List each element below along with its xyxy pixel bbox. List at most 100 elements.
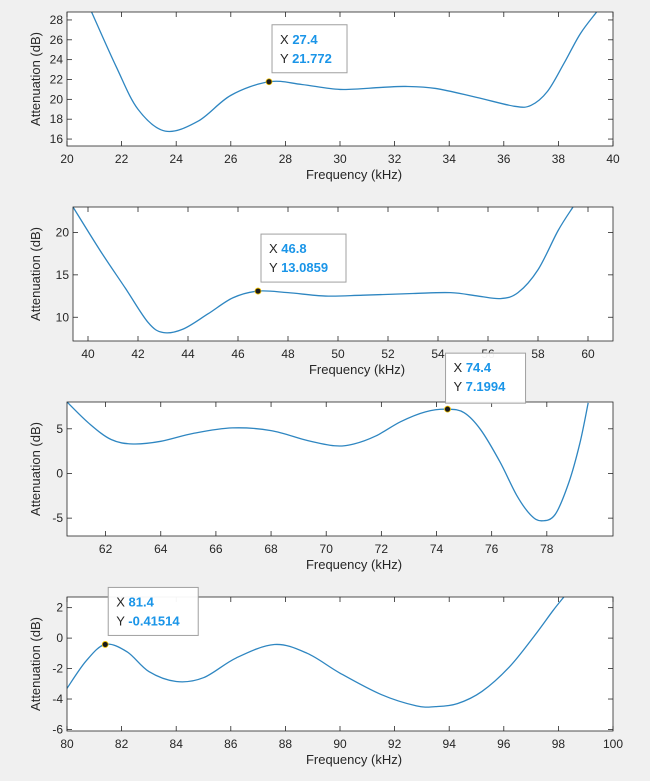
datatip-x-value: 46.8	[281, 241, 306, 256]
datatip-x-key: X	[269, 241, 281, 256]
datatip-x-row: X 74.4	[454, 360, 492, 375]
axes-area	[67, 402, 613, 536]
x-tick-label: 70	[320, 542, 334, 556]
x-tick-label: 94	[443, 737, 457, 751]
x-tick-label: 64	[154, 542, 168, 556]
series-line	[67, 597, 565, 708]
x-axis-label: Frequency (kHz)	[306, 557, 402, 572]
x-tick-label: 28	[279, 152, 293, 166]
datatip-y-row: Y 13.0859	[269, 260, 328, 275]
datatip[interactable]: X 27.4Y 21.772	[265, 24, 348, 86]
y-tick-label: 16	[50, 132, 64, 146]
x-tick-label: 22	[115, 152, 129, 166]
subplot-3: 62 64 66 68 70 72 74 76 78 -5 0 5 Frequency (kHz) Att…	[28, 352, 614, 572]
datatip-y-value: -0.41514	[128, 613, 180, 628]
y-axis-label: Attenuation (dB)	[28, 32, 43, 126]
datatip-x-row: X 81.4	[116, 594, 154, 609]
y-tick-label: 18	[50, 112, 64, 126]
x-tick-label: 52	[381, 347, 395, 361]
datatip-x-row: X 27.4	[280, 32, 318, 47]
datatip-y-value: 7.1994	[466, 379, 507, 394]
x-tick-label: 54	[431, 347, 445, 361]
y-tick-label: 5	[56, 422, 63, 436]
y-tick-label: 28	[50, 13, 64, 27]
y-tick-label: 0	[56, 466, 63, 480]
datatip-box	[271, 24, 348, 74]
datatip-x-value: 81.4	[129, 594, 155, 609]
x-tick-label: 26	[224, 152, 238, 166]
x-tick-label: 60	[581, 347, 595, 361]
x-tick-label: 42	[131, 347, 145, 361]
datatip-box	[260, 233, 347, 283]
datatip-y-row: Y 21.772	[280, 51, 332, 66]
x-tick-label: 48	[281, 347, 295, 361]
x-tick-label: 76	[485, 542, 499, 556]
datatip-y-key: Y	[116, 613, 128, 628]
datatip-y-value: 21.772	[292, 51, 332, 66]
x-tick-label: 24	[170, 152, 184, 166]
datatip-x-key: X	[454, 360, 466, 375]
datatip-box	[107, 586, 199, 636]
x-tick-label: 32	[388, 152, 402, 166]
x-tick-label: 46	[231, 347, 245, 361]
y-tick-label: 20	[50, 92, 64, 106]
x-tick-label: 74	[430, 542, 444, 556]
axes-box	[72, 206, 614, 342]
datatip-x-key: X	[116, 594, 128, 609]
datatip-marker	[254, 287, 262, 295]
datatip-x-row: X 46.8	[269, 241, 307, 256]
x-tick-label: 68	[264, 542, 278, 556]
subplot-2: 4042444648505254565860101520Frequency (k…	[28, 206, 614, 377]
series-line	[67, 402, 589, 522]
x-tick-label: 96	[497, 737, 511, 751]
x-tick-label: 30	[333, 152, 347, 166]
x-tick-label: 92	[388, 737, 402, 751]
x-tick-label: 66	[209, 542, 223, 556]
y-tick-label: -5	[52, 511, 63, 525]
x-tick-label: 40	[606, 152, 620, 166]
datatip-y-row: Y -0.41514	[116, 613, 180, 628]
datatip[interactable]: X 74.4 Y 7.1994	[444, 352, 527, 413]
datatip-x-value: 27.4	[292, 32, 318, 47]
x-tick-label: 38	[552, 152, 566, 166]
datatip-x-key: X	[280, 32, 292, 47]
y-tick-label: -4	[52, 692, 63, 706]
datatip-y-value: 13.0859	[281, 260, 328, 275]
x-tick-label: 88	[279, 737, 293, 751]
x-axis-label: Frequency (kHz)	[306, 167, 402, 182]
x-tick-label: 80	[60, 737, 74, 751]
series-line	[73, 207, 574, 334]
x-tick-label: 78	[540, 542, 554, 556]
axes-box	[66, 401, 614, 537]
datatip[interactable]: X 81.4Y -0.41514	[101, 586, 199, 648]
x-tick-label: 86	[224, 737, 238, 751]
y-tick-label: -6	[52, 722, 63, 736]
y-tick-label: 26	[50, 33, 64, 47]
datatip-y-key: Y	[280, 51, 292, 66]
x-tick-label: 82	[115, 737, 129, 751]
x-axis-label: Frequency (kHz)	[306, 752, 402, 767]
datatip-box	[445, 352, 527, 404]
x-tick-label: 98	[552, 737, 566, 751]
datatip-y-key: Y	[269, 260, 281, 275]
x-tick-label: 72	[375, 542, 389, 556]
x-tick-label: 40	[81, 347, 95, 361]
y-tick-label: 20	[56, 225, 70, 239]
x-axis-label: Frequency (kHz)	[309, 362, 405, 377]
y-tick-label: 22	[50, 72, 64, 86]
y-tick-label: 0	[56, 631, 63, 645]
x-tick-label: 34	[443, 152, 457, 166]
datatip[interactable]: X 46.8Y 13.0859	[254, 233, 347, 295]
x-tick-label: 58	[531, 347, 545, 361]
y-tick-label: -2	[52, 662, 63, 676]
x-tick-label: 20	[60, 152, 74, 166]
x-tick-label: 90	[333, 737, 347, 751]
y-axis-label: Attenuation (dB)	[28, 617, 43, 711]
series-line	[90, 12, 598, 133]
x-tick-label: 50	[331, 347, 345, 361]
subplot-1: 20 22 24 26 28 30 32 34 36 38 40 16 18 20 22 24 26 28 Freq…	[28, 11, 620, 182]
datatip-y-key: Y	[454, 379, 466, 394]
datatip-marker	[444, 405, 451, 413]
y-axis-label: Attenuation (dB)	[28, 422, 43, 516]
x-tick-label: 84	[170, 737, 184, 751]
